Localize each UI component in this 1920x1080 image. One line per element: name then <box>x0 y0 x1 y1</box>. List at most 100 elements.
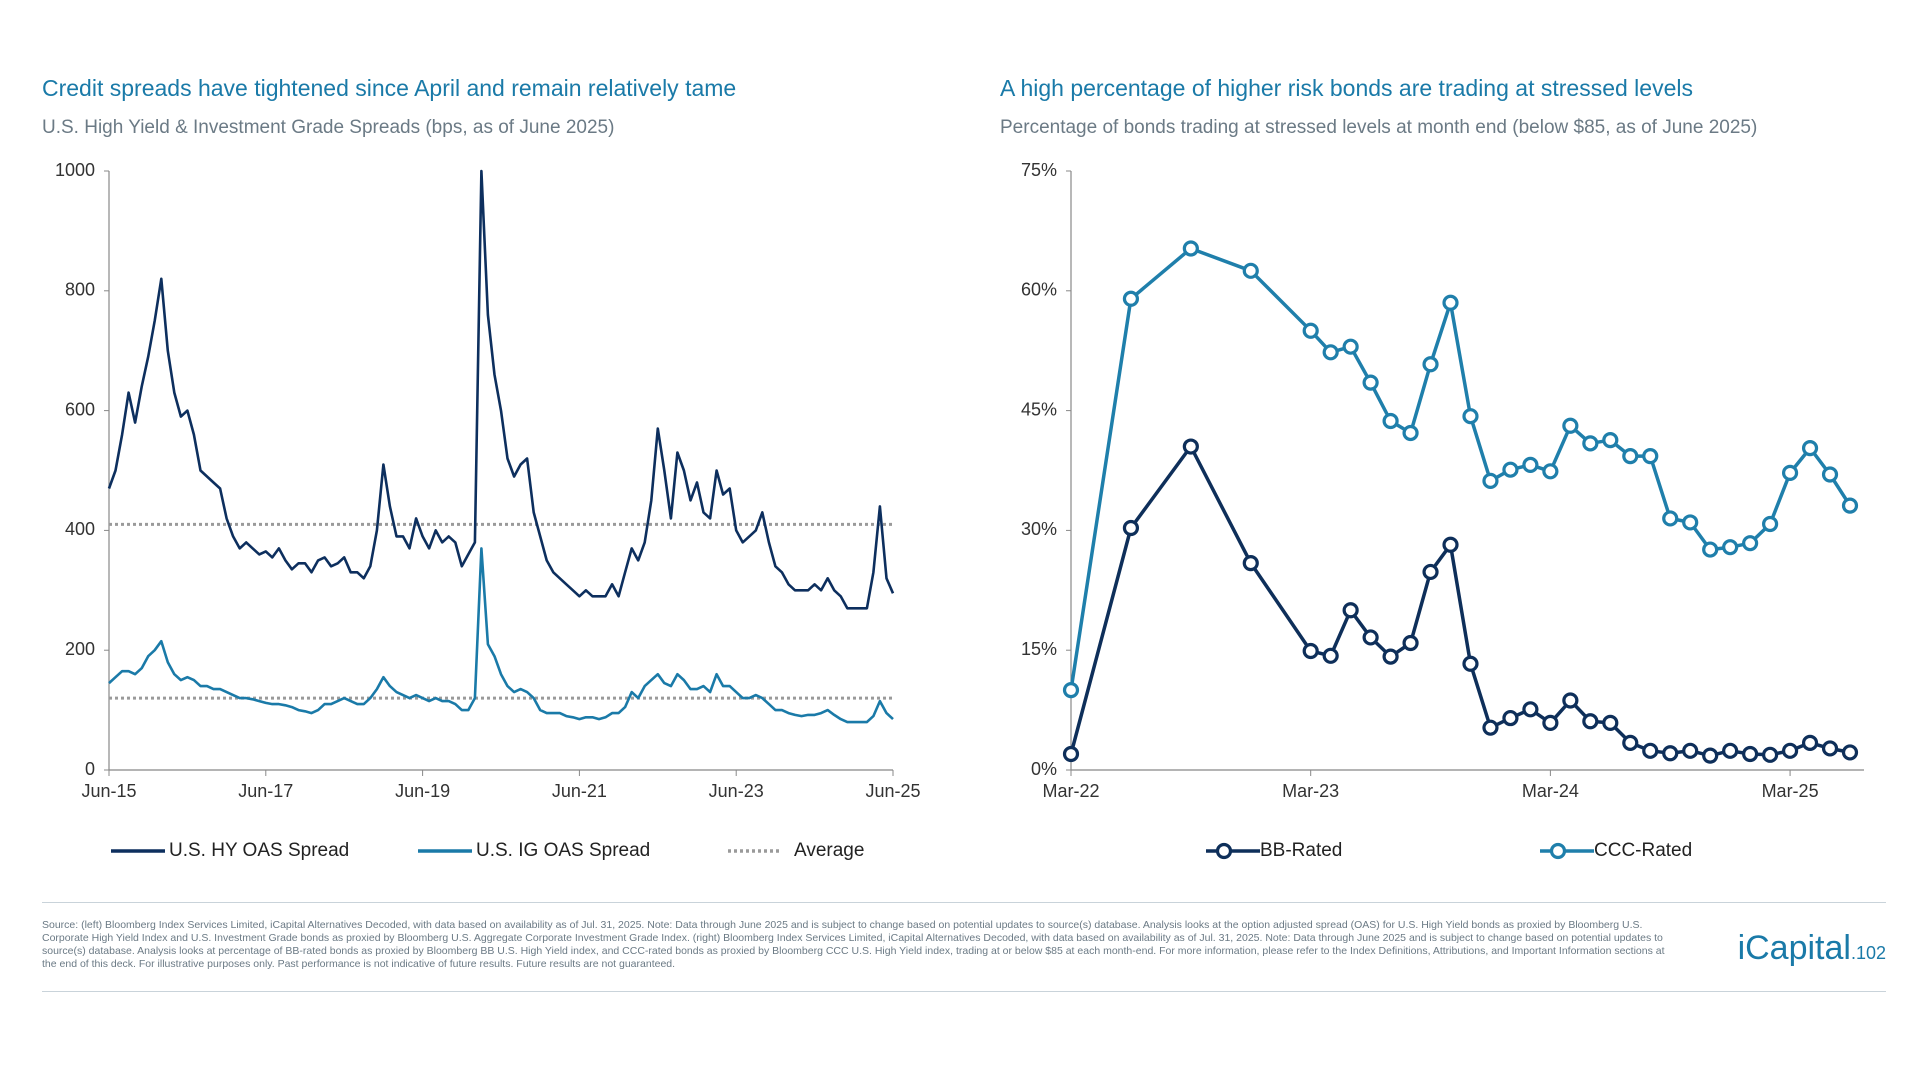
series-marker <box>1362 374 1379 391</box>
series-marker <box>1402 424 1419 442</box>
series-marker <box>1182 240 1199 257</box>
y-tick-label: 60% <box>1021 280 1057 300</box>
y-tick-label: 600 <box>65 399 95 419</box>
series-line <box>107 169 895 610</box>
series-marker <box>1682 514 1699 531</box>
x-tick-label: Jun-23 <box>709 781 764 801</box>
series-line <box>108 547 894 724</box>
series-marker <box>1522 456 1539 474</box>
series-marker <box>1702 747 1719 764</box>
chart-title: A high percentage of higher risk bonds a… <box>1000 75 1693 101</box>
series-marker <box>1602 432 1619 449</box>
series-marker <box>1622 734 1639 751</box>
series-marker <box>1781 742 1799 759</box>
series-marker <box>1722 539 1739 556</box>
y-tick-label: 800 <box>65 280 95 300</box>
legend-marker <box>1215 842 1233 860</box>
series-marker <box>1742 535 1759 552</box>
series-marker <box>1502 709 1519 727</box>
series-marker <box>1781 464 1799 481</box>
legend-label: U.S. HY OAS Spread <box>169 840 349 861</box>
series-marker <box>1302 322 1319 339</box>
series-marker <box>1342 338 1359 355</box>
y-tick-label: 1000 <box>55 160 95 180</box>
series-marker <box>1762 746 1779 763</box>
series-marker <box>1682 742 1699 759</box>
series-marker <box>1342 602 1359 619</box>
series-marker <box>1482 719 1499 736</box>
y-tick-label: 200 <box>65 639 95 659</box>
x-tick-label: Jun-19 <box>395 781 450 801</box>
series-marker <box>1542 714 1559 731</box>
series-marker <box>1422 356 1439 373</box>
x-tick-label: Mar-23 <box>1282 781 1339 801</box>
y-tick-label: 45% <box>1021 399 1057 419</box>
x-tick-label: Jun-15 <box>81 781 136 801</box>
series-marker <box>1662 510 1679 527</box>
series-marker <box>1322 647 1339 664</box>
series-marker <box>1801 440 1819 457</box>
logo-text: iCapital <box>1737 929 1851 967</box>
series-marker <box>1182 438 1199 455</box>
series-marker <box>1302 642 1319 660</box>
legend-label: U.S. IG OAS Spread <box>476 840 650 861</box>
series-marker <box>1502 461 1519 478</box>
series-marker <box>1482 472 1499 489</box>
x-tick-label: Jun-17 <box>238 781 293 801</box>
y-tick-label: 0% <box>1031 759 1057 779</box>
legend-marker <box>1549 842 1567 860</box>
series-marker <box>1402 634 1419 652</box>
series-marker <box>1841 744 1859 761</box>
series-marker <box>1762 515 1779 533</box>
series-marker <box>1122 519 1140 537</box>
y-tick-label: 0 <box>85 759 95 779</box>
series-marker <box>1642 742 1659 759</box>
series-marker <box>1582 435 1599 452</box>
series-marker <box>1821 740 1839 757</box>
series-marker <box>1801 734 1819 751</box>
logo-suffix: .102 <box>1850 943 1886 963</box>
series-marker <box>1742 745 1759 763</box>
series-marker <box>1542 463 1559 480</box>
series-line <box>1069 444 1851 758</box>
series-marker <box>1642 448 1659 465</box>
series-marker <box>1442 536 1459 553</box>
chart-subtitle: Percentage of bonds trading at stressed … <box>1000 117 1757 138</box>
series-marker <box>1322 344 1339 361</box>
series-marker <box>1662 745 1679 762</box>
series-marker <box>1522 701 1539 718</box>
series-marker <box>1562 692 1579 709</box>
series-marker <box>1242 262 1259 279</box>
x-tick-label: Mar-25 <box>1762 781 1819 801</box>
series-marker <box>1462 408 1479 425</box>
series-marker <box>1602 714 1619 731</box>
y-tick-label: 30% <box>1021 519 1057 539</box>
chart-subtitle: U.S. High Yield & Investment Grade Sprea… <box>42 117 614 138</box>
series-marker <box>1382 412 1399 430</box>
series-marker <box>1562 417 1579 434</box>
source-note: Source: (left) Bloomberg Index Services … <box>42 919 1665 970</box>
series-marker <box>1062 682 1080 699</box>
footer: Source: (left) Bloomberg Index Services … <box>42 902 1886 992</box>
y-tick-label: 400 <box>65 519 95 539</box>
series-marker <box>1841 497 1859 514</box>
legend-label: BB-Rated <box>1260 840 1342 861</box>
x-tick-label: Jun-21 <box>552 781 607 801</box>
series-marker <box>1442 294 1459 311</box>
series-marker <box>1462 655 1479 672</box>
series-marker <box>1702 541 1719 558</box>
series-marker <box>1622 448 1639 465</box>
series-marker <box>1362 629 1379 646</box>
y-tick-label: 75% <box>1021 160 1057 180</box>
series-marker <box>1722 742 1739 759</box>
series-marker <box>1122 290 1140 307</box>
logo: iCapital.102 <box>1738 929 1886 968</box>
series-line <box>1069 246 1852 691</box>
legend-label: Average <box>794 840 864 861</box>
series-marker <box>1062 745 1080 763</box>
series-marker <box>1582 713 1599 730</box>
y-tick-label: 15% <box>1021 639 1057 659</box>
series-marker <box>1242 555 1259 572</box>
